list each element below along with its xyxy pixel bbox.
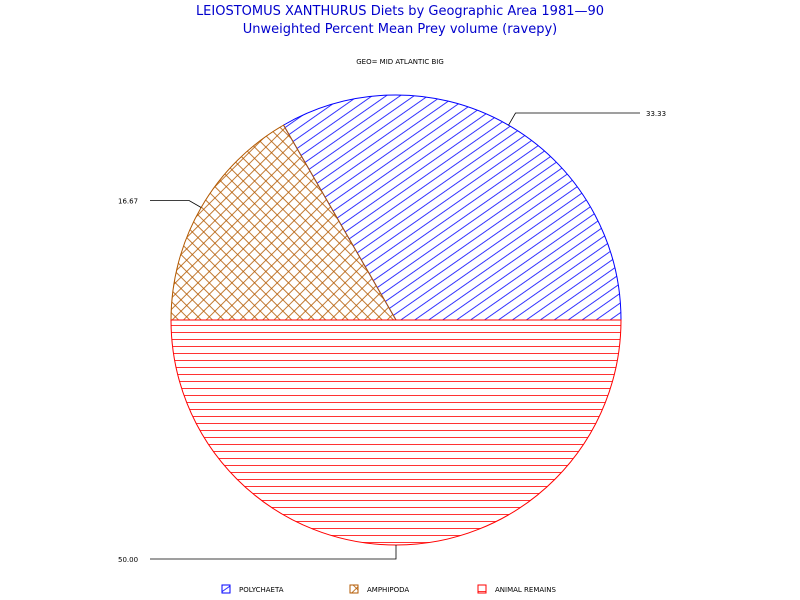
legend-label-polychaeta: POLYCHAETA <box>239 586 284 594</box>
legend-swatch-polychaeta <box>221 584 231 594</box>
slice-label-animal-remains: 50.00 <box>118 556 138 564</box>
pie-slice-polychaeta <box>282 94 622 321</box>
slice-label-amphipoda: 16.67 <box>118 197 138 205</box>
leader-line-polychaeta <box>508 112 640 126</box>
chart-subtitle: Unweighted Percent Mean Prey volume (rav… <box>242 22 558 37</box>
legend-label-animal-remains: ANIMAL REMAINS <box>495 586 556 594</box>
slice-label-polychaeta: 33.33 <box>646 110 666 118</box>
legend-swatch-animal-remains <box>477 584 487 594</box>
leader-line-animal-remains <box>150 545 397 560</box>
pie-slices <box>170 94 622 546</box>
pie-slice-amphipoda <box>170 124 397 321</box>
slice-labels: 33.33 16.67 50.00 <box>118 110 666 564</box>
legend: POLYCHAETA AMPHIPODA ANIMAL REMAINS <box>221 584 556 594</box>
chart-title: LEIOSTOMUS XANTHURUS Diets by Geographic… <box>195 4 605 19</box>
group-label: GEO= MID ATLANTIC BIG <box>356 58 444 66</box>
pie-slice-animal-remains <box>170 319 622 546</box>
legend-label-amphipoda: AMPHIPODA <box>367 586 409 594</box>
leader-line-amphipoda <box>150 200 202 208</box>
legend-swatch-amphipoda <box>349 584 359 594</box>
